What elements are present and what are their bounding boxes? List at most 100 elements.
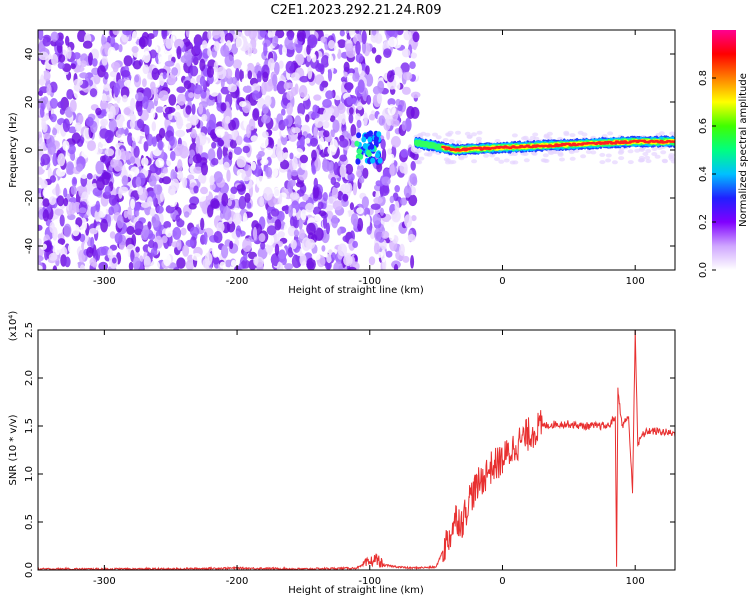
noise-cell <box>312 104 319 114</box>
noise-cell <box>183 211 190 218</box>
halo-cell <box>442 138 449 142</box>
noise-cell <box>70 185 77 196</box>
halo-cell <box>644 155 651 160</box>
noise-cell <box>138 36 149 48</box>
noise-cell <box>287 32 294 41</box>
noise-cell <box>104 185 111 196</box>
noise-cell <box>388 36 398 48</box>
noise-cell <box>307 34 318 49</box>
noise-cell <box>264 147 274 157</box>
noise-cell <box>38 137 44 152</box>
noise-cell <box>80 60 87 68</box>
halo-cell <box>418 156 425 161</box>
noise-cell <box>401 86 411 95</box>
noise-cell <box>56 32 64 41</box>
noise-cell <box>257 247 268 260</box>
noise-cell <box>52 227 58 241</box>
spectrogram-y-tick-label: -20 <box>24 190 35 206</box>
noise-cell <box>386 70 395 83</box>
noise-cell <box>399 243 405 256</box>
noise-cell <box>242 212 248 226</box>
halo-cell <box>462 154 468 159</box>
halo-cell <box>645 159 652 164</box>
noise-cell <box>221 244 229 259</box>
noise-cell <box>41 122 48 133</box>
noise-cell <box>38 177 43 186</box>
noise-cell <box>42 70 51 82</box>
noise-cell <box>147 36 152 48</box>
noise-cell <box>38 51 49 61</box>
noise-cell <box>158 90 169 101</box>
noise-cell <box>155 158 165 168</box>
noise-cell <box>322 98 332 108</box>
noise-cell <box>95 107 102 116</box>
noise-cell <box>57 153 66 167</box>
noise-cell <box>373 197 383 205</box>
noise-cell <box>199 58 206 72</box>
noise-cell <box>142 95 149 110</box>
noise-cell <box>406 106 415 119</box>
noise-cell <box>111 61 120 70</box>
noise-cell <box>152 264 159 270</box>
halo-cell <box>533 136 540 141</box>
noise-cell <box>179 145 190 159</box>
noise-cell <box>232 59 243 70</box>
noise-cell <box>235 36 244 49</box>
noise-cell <box>400 148 409 158</box>
halo-cell <box>445 132 452 137</box>
noise-cell <box>201 162 208 176</box>
noise-cell <box>403 185 412 198</box>
noise-cell <box>63 197 69 207</box>
signal-blob-cell <box>361 136 367 143</box>
noise-cell <box>207 204 214 218</box>
noise-cell <box>40 243 47 250</box>
noise-cell <box>403 30 412 41</box>
noise-cell <box>270 208 280 217</box>
noise-cell <box>361 196 369 209</box>
noise-cell <box>280 135 288 146</box>
noise-cell <box>182 177 188 189</box>
noise-cell <box>409 61 416 69</box>
halo-cell <box>511 152 518 156</box>
halo-cell <box>557 152 564 157</box>
noise-cell <box>329 115 336 123</box>
noise-cell <box>330 176 337 186</box>
noise-cell <box>165 227 173 238</box>
noise-cell <box>122 30 132 36</box>
noise-cell <box>332 119 340 133</box>
noise-cell <box>265 243 274 254</box>
noise-cell <box>337 102 346 114</box>
noise-cell <box>183 121 192 130</box>
noise-cell <box>284 263 294 270</box>
noise-cell <box>397 104 403 112</box>
noise-cell <box>63 187 68 198</box>
noise-cell <box>355 53 364 63</box>
noise-cell <box>270 167 279 178</box>
noise-cell <box>52 128 58 136</box>
noise-cell <box>95 200 101 213</box>
noise-cell <box>107 35 111 45</box>
noise-cell <box>277 150 285 162</box>
noise-cell <box>59 214 65 227</box>
noise-cell <box>318 210 327 217</box>
signal-blob-cell <box>369 143 375 150</box>
colorbar-label: Normalized spectral amplitude <box>738 73 749 227</box>
noise-cell <box>350 213 359 226</box>
noise-cell <box>289 152 294 160</box>
noise-cell <box>328 40 335 49</box>
halo-cell <box>559 157 565 162</box>
signal-blob-cell <box>370 157 376 164</box>
halo-cell <box>511 133 518 138</box>
snr-y-tick-label: 2.5 <box>24 322 35 338</box>
noise-cell <box>327 69 333 82</box>
noise-cell <box>110 36 116 48</box>
noise-cell <box>154 81 161 88</box>
noise-cell <box>151 121 156 132</box>
noise-cell <box>291 127 301 134</box>
noise-cell <box>71 224 80 237</box>
snr-y-label: SNR (10 * v/v) <box>8 414 19 485</box>
noise-cell <box>116 263 125 270</box>
noise-cell <box>130 198 136 210</box>
halo-cell <box>466 134 473 139</box>
